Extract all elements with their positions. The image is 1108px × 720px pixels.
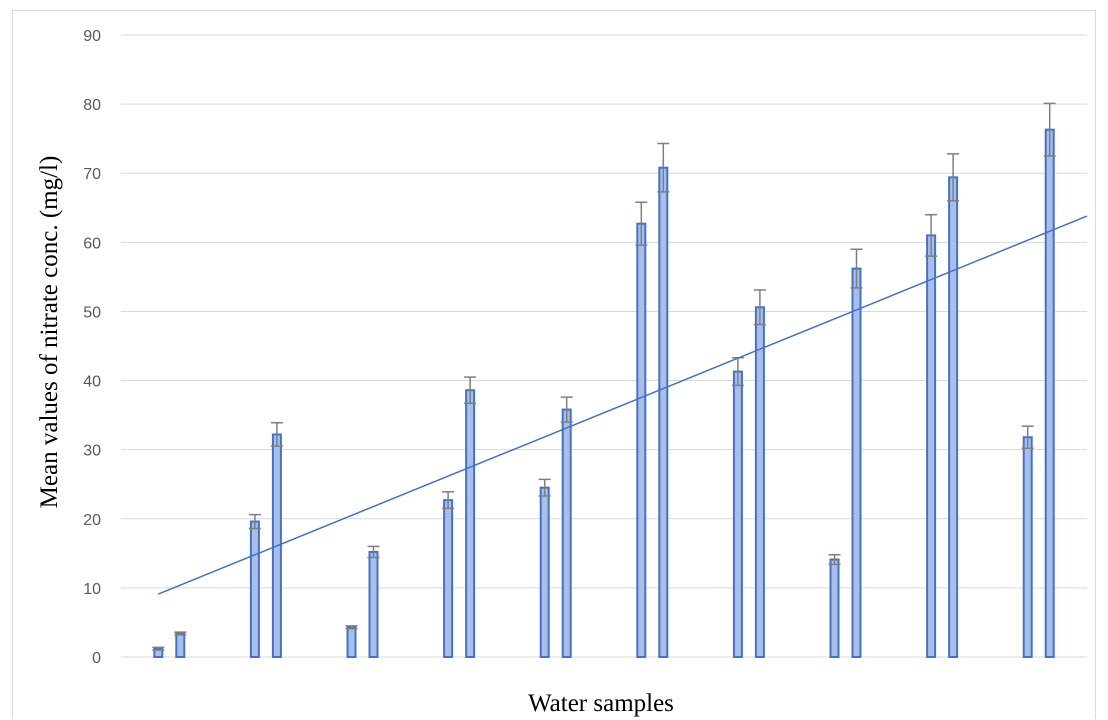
chart-frame: 0 10 20 30 40 50 60 70 80 90 Mean values of nitra… — [12, 10, 1096, 719]
bar-s1-c5 — [539, 486, 550, 658]
y-tick-label-20: 20 — [83, 512, 101, 529]
bar-s2-c5 — [561, 408, 572, 658]
error-bars — [152, 102, 1056, 651]
chart-svg: 0 10 20 30 40 50 60 70 80 90 Mean values of nitra… — [36, 28, 1088, 717]
y-tick-label-30: 30 — [83, 443, 101, 460]
bar-s2-c3 — [368, 550, 379, 658]
bar-s2-c8 — [851, 267, 862, 658]
y-tick-label-80: 80 — [83, 97, 101, 114]
y-tick-label-0: 0 — [92, 650, 101, 667]
y-tick-label-40: 40 — [83, 374, 101, 391]
bar-s1-c8 — [829, 558, 840, 659]
y-tick-labels: 0 10 20 30 40 50 60 70 80 90 — [83, 28, 101, 667]
x-axis-title: Water samples — [528, 690, 674, 717]
y-tick-label-10: 10 — [83, 581, 101, 598]
grid-layer — [121, 34, 1087, 658]
y-tick-label-60: 60 — [83, 235, 101, 252]
bar-s1-c4 — [443, 499, 454, 658]
bar-s2-c1 — [175, 632, 186, 658]
y-axis-title: Mean values of nitrate conc. (mg/l) — [36, 156, 63, 509]
bar-s1-c9 — [926, 234, 937, 659]
bars — [153, 128, 1055, 659]
bar-s1-c10 — [1022, 436, 1033, 658]
bar-s1-c3 — [346, 626, 357, 659]
trendline — [158, 215, 1088, 595]
bar-s2-c9 — [948, 176, 959, 658]
bar-s1-c2 — [249, 520, 260, 659]
trendline-layer — [158, 215, 1088, 595]
bar-s2-c7 — [754, 306, 765, 658]
bar-s1-c6 — [636, 222, 647, 658]
bar-s2-c4 — [465, 389, 476, 658]
y-tick-label-70: 70 — [83, 166, 101, 183]
y-tick-label-90: 90 — [83, 28, 101, 45]
y-tick-label-50: 50 — [83, 304, 101, 321]
bar-s2-c6 — [658, 166, 669, 658]
bar-s2-c10 — [1044, 128, 1055, 658]
bar-s1-c7 — [732, 370, 743, 658]
